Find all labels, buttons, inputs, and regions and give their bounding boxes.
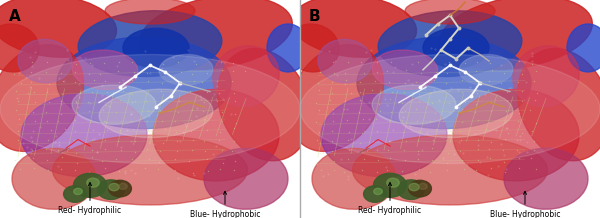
- Ellipse shape: [423, 28, 489, 68]
- Circle shape: [419, 183, 427, 189]
- Circle shape: [97, 180, 125, 199]
- Circle shape: [109, 180, 131, 197]
- Ellipse shape: [105, 0, 195, 24]
- Text: Red- Hydrophilic: Red- Hydrophilic: [358, 183, 422, 215]
- Ellipse shape: [57, 37, 231, 129]
- Ellipse shape: [353, 135, 548, 205]
- Ellipse shape: [289, 45, 383, 152]
- Ellipse shape: [372, 85, 456, 124]
- Circle shape: [74, 188, 82, 194]
- Ellipse shape: [321, 94, 447, 177]
- Circle shape: [87, 178, 99, 187]
- Ellipse shape: [459, 54, 513, 85]
- Ellipse shape: [518, 49, 600, 161]
- Ellipse shape: [300, 54, 600, 164]
- Ellipse shape: [372, 50, 438, 90]
- Ellipse shape: [123, 28, 189, 68]
- Circle shape: [119, 183, 127, 189]
- Ellipse shape: [21, 94, 147, 177]
- Circle shape: [74, 173, 107, 197]
- Text: A: A: [9, 9, 21, 24]
- Circle shape: [398, 180, 425, 199]
- Circle shape: [64, 186, 86, 202]
- Ellipse shape: [318, 39, 372, 83]
- Circle shape: [373, 173, 407, 197]
- Text: Blue- Hydrophobic: Blue- Hydrophobic: [490, 191, 560, 218]
- Text: B: B: [309, 9, 320, 24]
- Ellipse shape: [78, 11, 222, 77]
- Ellipse shape: [453, 89, 579, 181]
- Ellipse shape: [18, 39, 72, 83]
- Ellipse shape: [218, 49, 310, 161]
- Ellipse shape: [399, 89, 513, 138]
- Circle shape: [409, 183, 419, 191]
- Circle shape: [364, 186, 386, 202]
- Ellipse shape: [12, 148, 96, 209]
- Ellipse shape: [72, 85, 156, 124]
- Ellipse shape: [72, 50, 138, 90]
- Circle shape: [387, 178, 399, 187]
- Ellipse shape: [504, 148, 588, 209]
- Ellipse shape: [204, 148, 288, 209]
- Ellipse shape: [440, 0, 592, 70]
- Ellipse shape: [378, 11, 522, 77]
- Ellipse shape: [357, 37, 531, 129]
- Ellipse shape: [159, 54, 213, 85]
- Circle shape: [109, 183, 119, 191]
- Ellipse shape: [140, 0, 292, 70]
- Ellipse shape: [513, 46, 579, 107]
- Ellipse shape: [53, 135, 248, 205]
- Ellipse shape: [0, 45, 83, 152]
- Ellipse shape: [0, 0, 116, 57]
- Ellipse shape: [0, 24, 39, 72]
- Ellipse shape: [292, 0, 416, 57]
- Ellipse shape: [153, 89, 279, 181]
- Text: Red- Hydrophilic: Red- Hydrophilic: [58, 183, 122, 215]
- Ellipse shape: [405, 0, 495, 24]
- Ellipse shape: [0, 54, 300, 164]
- Ellipse shape: [267, 24, 309, 72]
- Ellipse shape: [312, 148, 396, 209]
- Circle shape: [409, 180, 431, 197]
- Ellipse shape: [567, 24, 600, 72]
- Circle shape: [374, 188, 382, 194]
- Ellipse shape: [99, 89, 213, 138]
- Ellipse shape: [213, 46, 279, 107]
- Ellipse shape: [285, 24, 339, 72]
- Text: Blue- Hydrophobic: Blue- Hydrophobic: [190, 191, 260, 218]
